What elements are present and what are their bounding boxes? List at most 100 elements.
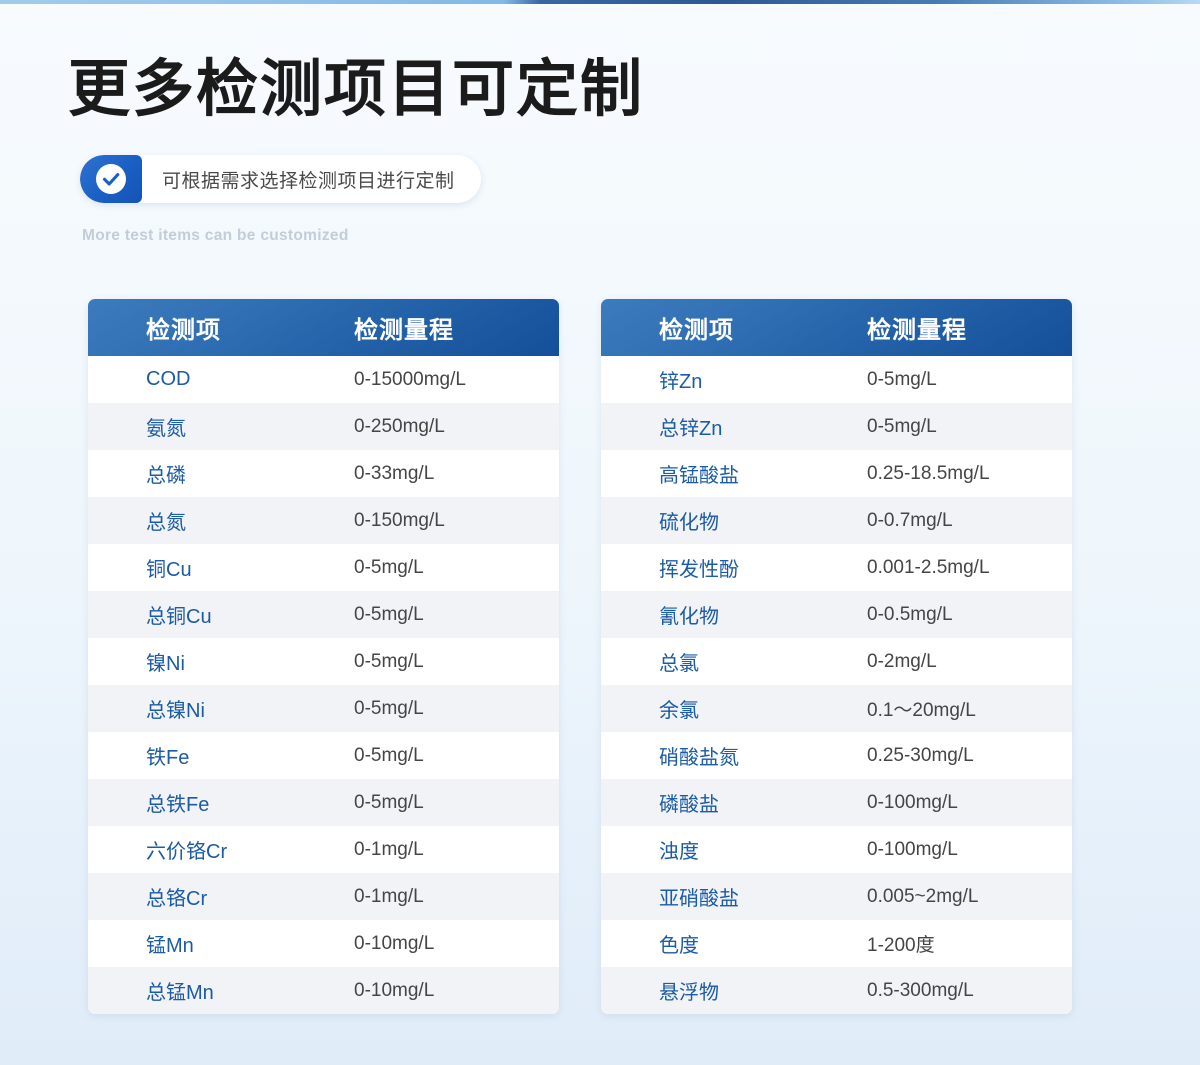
cell-item: 总氯 xyxy=(659,653,699,675)
cell-item: COD xyxy=(146,368,191,390)
cell-range: 0-1mg/L xyxy=(354,885,424,907)
cell-range: 1-200度 xyxy=(867,935,935,956)
cell-range: 0-5mg/L xyxy=(354,697,424,719)
cell-item: 挥发性酚 xyxy=(659,559,739,581)
table-row: 挥发性酚 0.001-2.5mg/L xyxy=(601,544,1072,591)
table-left-header-row: 检测项 检测量程 xyxy=(88,299,559,356)
cell-item: 总氮 xyxy=(146,512,186,534)
cell-range: 0-2mg/L xyxy=(867,650,937,672)
tables-container: 检测项 检测量程 COD 0-15000mg/L 氨氮 0-250mg/L 总磷… xyxy=(88,299,1072,1014)
table-row: 锌Zn 0-5mg/L xyxy=(601,356,1072,403)
page-title: 更多检测项目可定制 xyxy=(68,56,645,124)
badge: 可根据需求选择检测项目进行定制 xyxy=(80,155,481,203)
table-row: 总氮 0-150mg/L xyxy=(88,497,559,544)
cell-item: 总锌Zn xyxy=(659,418,723,440)
table-right: 检测项 检测量程 锌Zn 0-5mg/L 总锌Zn 0-5mg/L 高锰酸盐 0… xyxy=(601,299,1072,1014)
table-row: 总锰Mn 0-10mg/L xyxy=(88,967,559,1014)
cell-item: 高锰酸盐 xyxy=(659,465,739,487)
table-row: 总铁Fe 0-5mg/L xyxy=(88,779,559,826)
cell-item: 镍Ni xyxy=(146,653,185,675)
cell-range: 0-10mg/L xyxy=(354,979,435,1001)
cell-range: 0-100mg/L xyxy=(867,791,958,813)
table-row: 总锌Zn 0-5mg/L xyxy=(601,403,1072,450)
table-left: 检测项 检测量程 COD 0-15000mg/L 氨氮 0-250mg/L 总磷… xyxy=(88,299,559,1014)
cell-range: 0-5mg/L xyxy=(867,415,937,437)
cell-item: 硝酸盐氮 xyxy=(659,747,739,769)
table-row: COD 0-15000mg/L xyxy=(88,356,559,403)
cell-range: 0-250mg/L xyxy=(354,415,445,437)
cell-item: 总锰Mn xyxy=(146,982,214,1004)
table-row: 悬浮物 0.5-300mg/L xyxy=(601,967,1072,1014)
table-row: 总氯 0-2mg/L xyxy=(601,638,1072,685)
cell-range: 0-100mg/L xyxy=(867,838,958,860)
cell-item: 浊度 xyxy=(659,841,699,863)
cell-range: 0-5mg/L xyxy=(354,744,424,766)
cell-range: 0.1～20mg/L xyxy=(867,700,976,721)
table-row: 铜Cu 0-5mg/L xyxy=(88,544,559,591)
cell-range: 0.005~2mg/L xyxy=(867,885,979,907)
table-row: 氰化物 0-0.5mg/L xyxy=(601,591,1072,638)
cell-item: 总镍Ni xyxy=(146,700,205,722)
cell-item: 亚硝酸盐 xyxy=(659,888,739,910)
table-left-col-header-range: 检测量程 xyxy=(354,317,454,344)
check-circle-icon xyxy=(96,164,126,194)
cell-range: 0-5mg/L xyxy=(354,556,424,578)
table-row: 浊度 0-100mg/L xyxy=(601,826,1072,873)
badge-pill: 可根据需求选择检测项目进行定制 xyxy=(80,155,481,203)
cell-range: 0.5-300mg/L xyxy=(867,979,974,1001)
cell-item: 锰Mn xyxy=(146,935,194,957)
cell-item: 总磷 xyxy=(146,465,186,487)
cell-item: 氰化物 xyxy=(659,606,719,628)
table-row: 高锰酸盐 0.25-18.5mg/L xyxy=(601,450,1072,497)
cell-item: 总铬Cr xyxy=(146,888,208,910)
badge-label: 可根据需求选择检测项目进行定制 xyxy=(162,170,455,192)
subtitle-english: More test items can be customized xyxy=(82,227,349,244)
cell-item: 铜Cu xyxy=(146,559,192,581)
cell-range: 0-5mg/L xyxy=(867,368,937,390)
top-decorative-strip xyxy=(0,0,1200,4)
table-right-col-header-range: 检测量程 xyxy=(867,317,967,344)
table-row: 总镍Ni 0-5mg/L xyxy=(88,685,559,732)
table-row: 总铬Cr 0-1mg/L xyxy=(88,873,559,920)
table-row: 总铜Cu 0-5mg/L xyxy=(88,591,559,638)
cell-item: 磷酸盐 xyxy=(659,794,719,816)
cell-item: 六价铬Cr xyxy=(146,841,228,863)
cell-item: 余氯 xyxy=(659,700,699,722)
cell-item: 氨氮 xyxy=(146,418,186,440)
table-row: 硫化物 0-0.7mg/L xyxy=(601,497,1072,544)
cell-range: 0-10mg/L xyxy=(354,932,435,954)
cell-item: 色度 xyxy=(659,935,699,957)
table-left-col-header-item: 检测项 xyxy=(146,317,221,344)
cell-range: 0-0.7mg/L xyxy=(867,509,953,531)
table-right-header-row: 检测项 检测量程 xyxy=(601,299,1072,356)
cell-range: 0-1mg/L xyxy=(354,838,424,860)
cell-item: 总铁Fe xyxy=(146,794,210,816)
cell-range: 0-15000mg/L xyxy=(354,368,466,390)
cell-range: 0.001-2.5mg/L xyxy=(867,556,990,578)
table-row: 镍Ni 0-5mg/L xyxy=(88,638,559,685)
header-section: 更多检测项目可定制 可根据需求选择检测项目进行定制 More test item… xyxy=(68,52,1138,244)
cell-item: 悬浮物 xyxy=(659,982,719,1004)
cell-range: 0-5mg/L xyxy=(354,791,424,813)
cell-item: 总铜Cu xyxy=(146,606,212,628)
table-row: 六价铬Cr 0-1mg/L xyxy=(88,826,559,873)
table-row: 余氯 0.1～20mg/L xyxy=(601,685,1072,732)
cell-item: 硫化物 xyxy=(659,512,719,534)
cell-range: 0-33mg/L xyxy=(354,462,435,484)
cell-range: 0.25-30mg/L xyxy=(867,744,974,766)
table-row: 亚硝酸盐 0.005~2mg/L xyxy=(601,873,1072,920)
table-row: 氨氮 0-250mg/L xyxy=(88,403,559,450)
table-row: 色度 1-200度 xyxy=(601,920,1072,967)
cell-range: 0-0.5mg/L xyxy=(867,603,953,625)
cell-item: 铁Fe xyxy=(146,747,190,769)
cell-range: 0.25-18.5mg/L xyxy=(867,462,990,484)
cell-range: 0-5mg/L xyxy=(354,603,424,625)
table-row: 总磷 0-33mg/L xyxy=(88,450,559,497)
table-row: 铁Fe 0-5mg/L xyxy=(88,732,559,779)
table-right-col-header-item: 检测项 xyxy=(659,317,734,344)
table-row: 锰Mn 0-10mg/L xyxy=(88,920,559,967)
cell-range: 0-5mg/L xyxy=(354,650,424,672)
cell-item: 锌Zn xyxy=(659,371,703,393)
badge-icon-box xyxy=(80,155,142,203)
